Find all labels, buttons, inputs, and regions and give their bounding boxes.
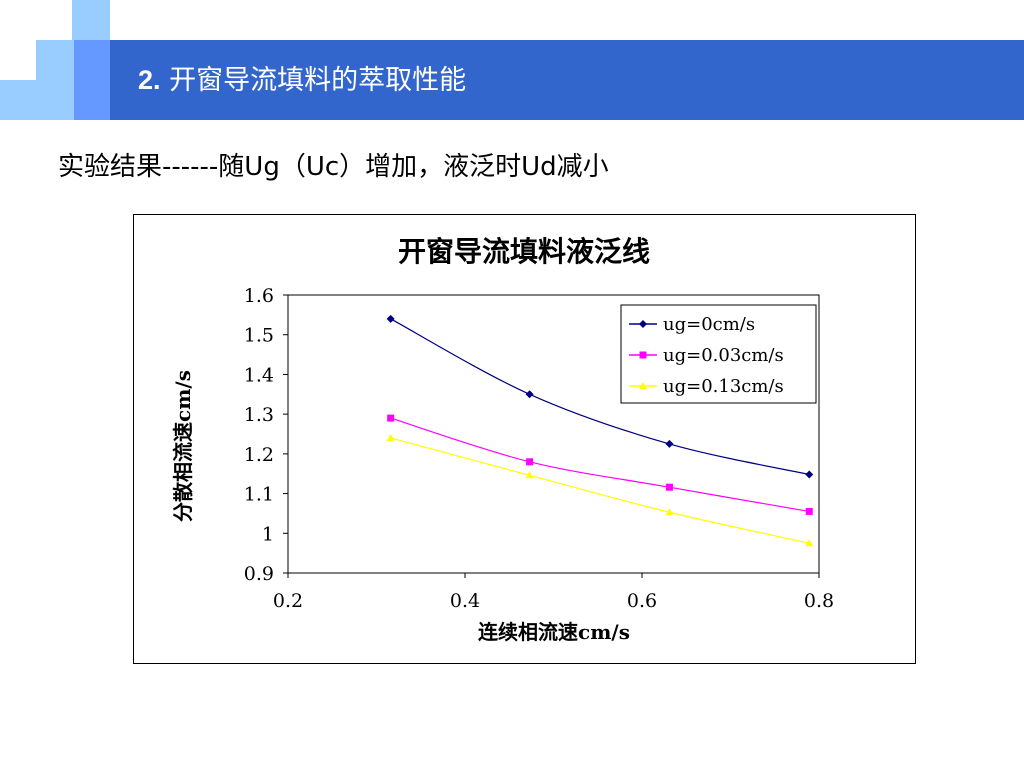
legend-marker-2	[639, 351, 647, 359]
y-tick-label: 1.1	[244, 484, 274, 506]
legend-label-3: ug=0.13cm/s	[663, 376, 784, 397]
series-line-3	[390, 437, 810, 544]
decor-square-6	[74, 80, 110, 120]
slide-title-number: 2.	[138, 65, 161, 95]
series-line-2	[390, 417, 810, 513]
y-tick-label: 1.4	[244, 364, 274, 386]
decor-square-1	[72, 0, 110, 40]
data-point-series-1	[386, 314, 395, 323]
chart-title: 开窗导流填料液泛线	[398, 235, 650, 268]
data-point-series-3	[665, 508, 674, 516]
data-point-series-2	[805, 507, 813, 515]
data-point-series-1	[525, 390, 534, 399]
y-tick-label: 1.3	[244, 404, 274, 426]
x-tick-label: 0.2	[273, 590, 303, 612]
legend-marker-1	[639, 320, 647, 328]
data-point-series-1	[665, 439, 674, 448]
y-tick-label: 0.9	[244, 563, 274, 585]
decor-square-2	[36, 40, 74, 80]
legend-marker-3	[639, 382, 647, 389]
data-point-series-3	[386, 433, 395, 441]
legend-label-1: ug=0cm/s	[663, 314, 755, 335]
y-axis-label: 分散相流速cm/s	[171, 370, 195, 522]
header-bar	[110, 40, 1024, 120]
series-line-1	[390, 318, 810, 476]
decor-square-3	[74, 40, 110, 80]
data-point-series-2	[665, 483, 673, 491]
slide-title: 2. 开窗导流填料的萃取性能	[138, 58, 466, 102]
slide-title-text: 开窗导流填料的萃取性能	[160, 65, 467, 96]
slide-subtitle: 实验结果------随Ug（Uc）增加，液泛时Ud减小	[58, 152, 609, 182]
legend-label-2: ug=0.03cm/s	[663, 345, 784, 366]
data-point-series-1	[805, 470, 814, 479]
data-point-series-3	[525, 471, 534, 479]
data-point-series-2	[526, 458, 534, 466]
data-point-series-3	[805, 539, 814, 547]
y-tick-label: 1.5	[244, 325, 274, 347]
chart: 开窗导流填料液泛线 0.9 1 1.1 1.2 1.3 1.4 1.5 1.6 0.2 0.4 0.6…	[171, 235, 834, 644]
chart-frame: 开窗导流填料液泛线 0.9 1 1.1 1.2 1.3 1.4 1.5 1.6 0.2 0.4 0.6…	[133, 214, 916, 664]
y-tick-label: 1.2	[244, 444, 274, 466]
x-tick-label: 0.4	[450, 590, 480, 612]
y-tick-label: 1.6	[244, 285, 274, 307]
x-axis-label: 连续相流速cm/s	[478, 620, 630, 644]
x-tick-label: 0.6	[627, 590, 657, 612]
x-tick-label: 0.8	[804, 590, 834, 612]
decor-square-4	[0, 80, 36, 120]
y-tick-label: 1	[262, 523, 274, 545]
plot-area	[287, 294, 820, 574]
decor-square-5	[36, 80, 74, 120]
data-point-series-2	[387, 414, 395, 422]
